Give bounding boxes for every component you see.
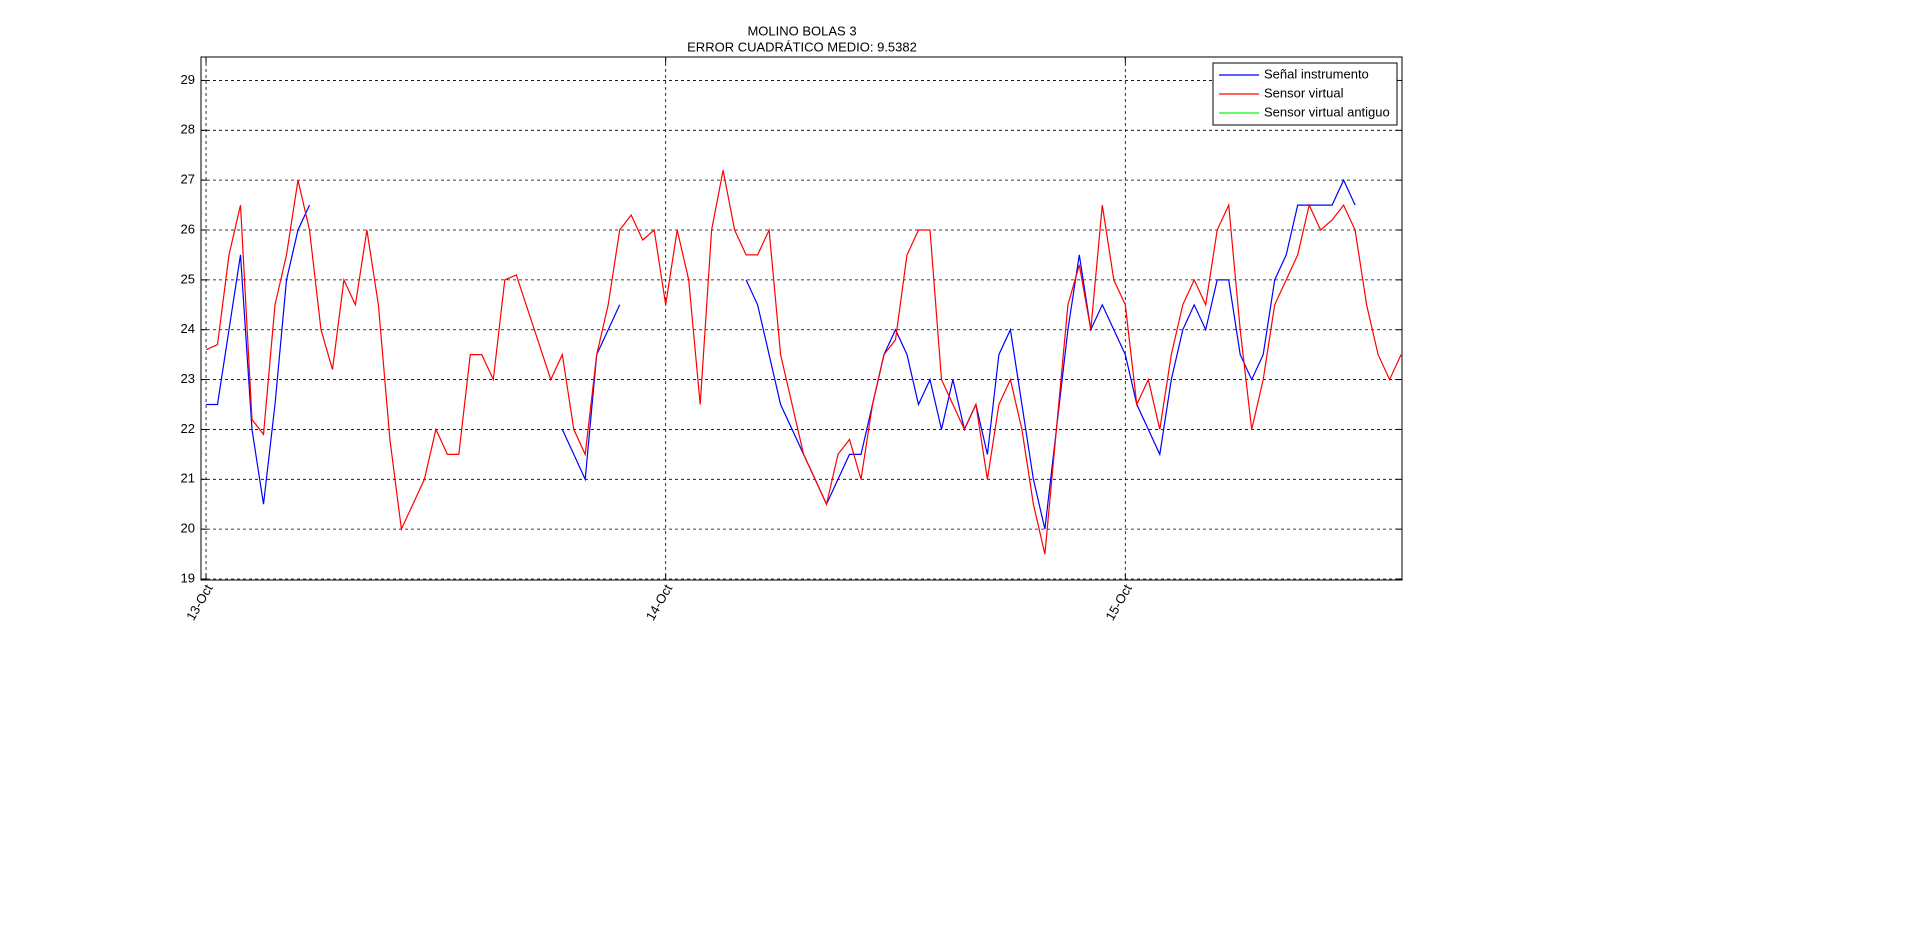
legend-label: Señal instrumento <box>1264 66 1369 81</box>
chart-title: MOLINO BOLAS 3 <box>747 23 856 38</box>
y-tick-label: 22 <box>181 421 195 436</box>
plot-frame <box>200 56 1403 581</box>
y-tick-label: 19 <box>181 570 195 585</box>
y-tick-label: 23 <box>181 371 195 386</box>
legend-label: Sensor virtual <box>1264 85 1344 100</box>
y-tick-label: 26 <box>181 221 195 236</box>
chart-subtitle: ERROR CUADRÁTICO MEDIO: 9.5382 <box>687 39 917 54</box>
y-tick-label: 21 <box>181 471 195 486</box>
legend-label: Sensor virtual antiguo <box>1264 104 1390 119</box>
series-line <box>205 170 1402 555</box>
y-tick-label: 25 <box>181 271 195 286</box>
y-tick-label: 20 <box>181 521 195 536</box>
y-tick-label: 29 <box>181 72 195 87</box>
y-tick-label: 24 <box>181 321 195 336</box>
y-tick-label: 27 <box>181 172 195 187</box>
y-tick-label: 28 <box>181 122 195 137</box>
